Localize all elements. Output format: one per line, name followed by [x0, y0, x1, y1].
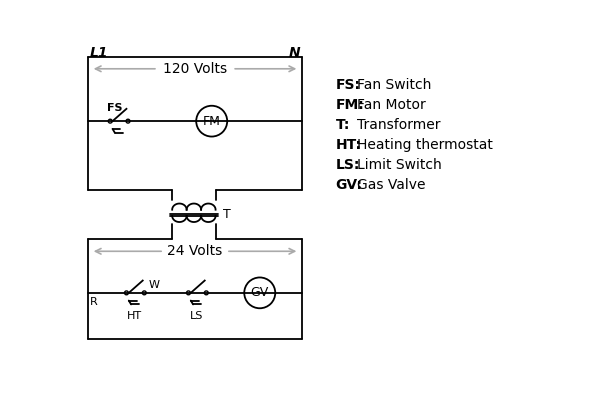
Text: FS:: FS:: [336, 78, 360, 92]
Text: HT: HT: [127, 311, 142, 321]
Text: FS: FS: [107, 103, 123, 113]
Text: Fan Switch: Fan Switch: [356, 78, 431, 92]
Text: 24 Volts: 24 Volts: [168, 244, 222, 258]
Text: W: W: [148, 280, 159, 290]
Text: T: T: [224, 208, 231, 221]
Text: Gas Valve: Gas Valve: [356, 178, 425, 192]
Text: R: R: [90, 297, 98, 307]
Text: GV:: GV:: [336, 178, 363, 192]
Text: N: N: [289, 46, 301, 60]
Text: LS: LS: [189, 311, 203, 321]
Text: Limit Switch: Limit Switch: [356, 158, 441, 172]
Text: LS:: LS:: [336, 158, 360, 172]
Text: GV: GV: [251, 286, 269, 299]
Text: 120 Volts: 120 Volts: [163, 62, 227, 76]
Text: Transformer: Transformer: [356, 118, 440, 132]
Text: T:: T:: [336, 118, 350, 132]
Text: L1: L1: [89, 46, 108, 60]
Text: HT:: HT:: [336, 138, 362, 152]
Text: FM:: FM:: [336, 98, 365, 112]
Text: Fan Motor: Fan Motor: [356, 98, 425, 112]
Text: Heating thermostat: Heating thermostat: [356, 138, 493, 152]
Text: FM: FM: [203, 115, 221, 128]
